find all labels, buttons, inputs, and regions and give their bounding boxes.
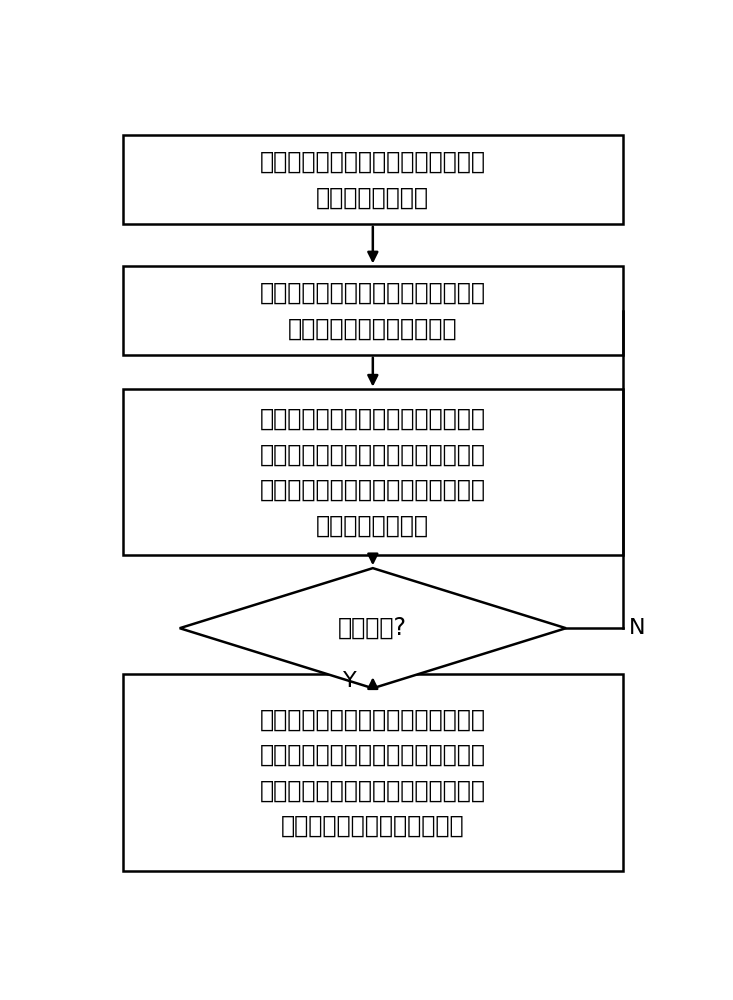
Polygon shape: [180, 568, 566, 688]
Bar: [123, 266, 623, 355]
Text: 针对除基本运行参数以外的每一个运
行参数，将考虑该运行参数时滑压设
定值的二元函数具体计算式求和获得
滑压设定值多元函数的计算式: 针对除基本运行参数以外的每一个运 行参数，将考虑该运行参数时滑压设 定值的二元函…: [259, 707, 486, 838]
Bar: [123, 674, 623, 871]
Text: Y: Y: [343, 671, 357, 691]
Bar: [123, 389, 623, 555]
Text: 根据滑压设定值关于基本运行参数的
一元函数曲线、通过作图法推理出当
考虑当前运行参数时滑压设定值的二
元函数具体计算式: 根据滑压设定值关于基本运行参数的 一元函数曲线、通过作图法推理出当 考虑当前运行…: [259, 407, 486, 537]
Text: 从所有运行参数中指定一个运行参数
作为基本运行参数: 从所有运行参数中指定一个运行参数 作为基本运行参数: [259, 150, 486, 209]
Text: 遍历完毕?: 遍历完毕?: [339, 616, 408, 640]
Bar: [123, 135, 623, 224]
Text: N: N: [628, 618, 645, 638]
Text: 遍历选择除基本运行参数以外的一个
运行参数作为当前运行参数: 遍历选择除基本运行参数以外的一个 运行参数作为当前运行参数: [259, 281, 486, 340]
